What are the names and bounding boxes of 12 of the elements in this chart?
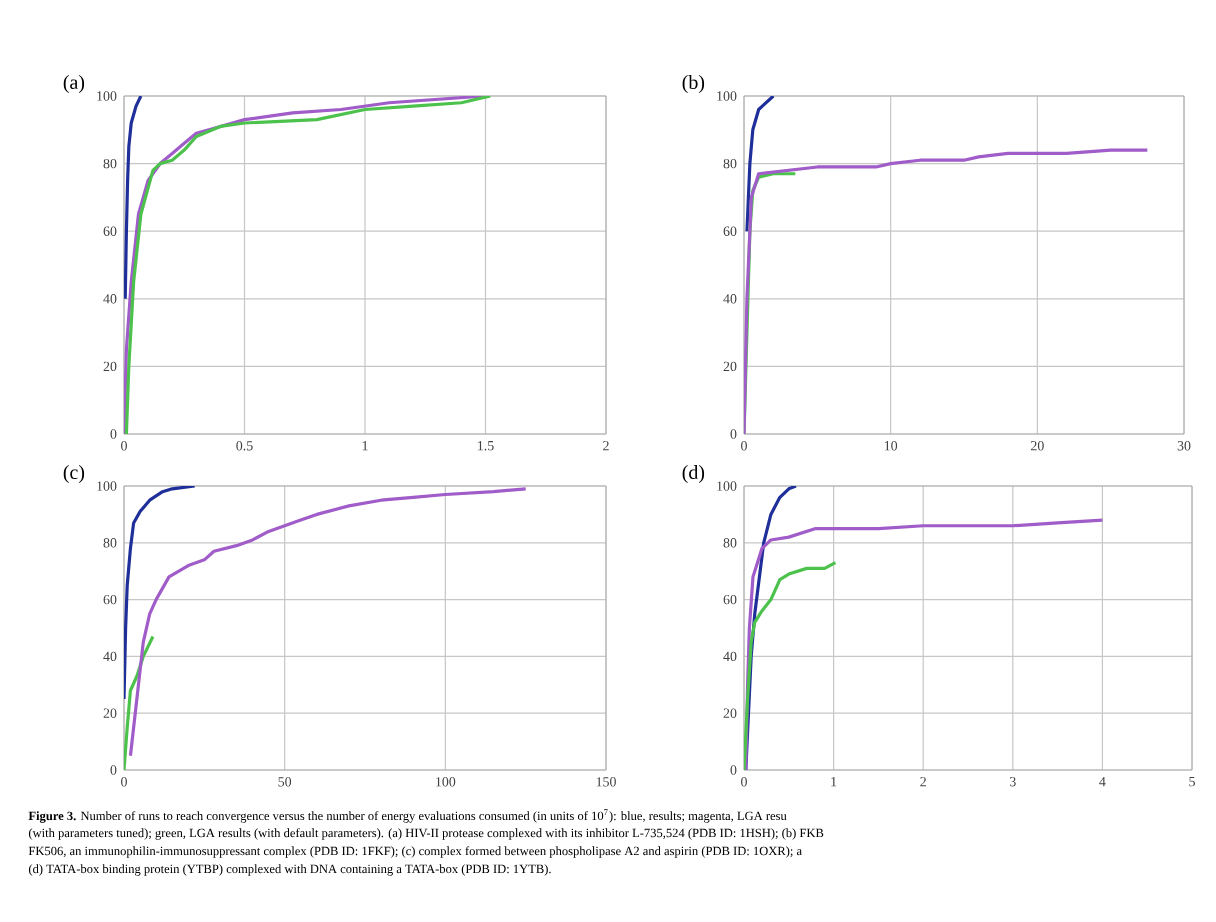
line-series [744, 485, 798, 770]
line-series [744, 518, 1104, 770]
chart-title: (c) [63, 464, 85, 484]
line-series [124, 485, 197, 701]
chart-title: (b) [682, 74, 705, 94]
line-series [128, 487, 528, 758]
line-series [744, 561, 837, 770]
line-series [124, 634, 155, 770]
chart-title: (a) [63, 74, 85, 94]
line-series [124, 95, 143, 301]
chart-title: (d) [682, 464, 705, 484]
line-series [745, 95, 775, 233]
